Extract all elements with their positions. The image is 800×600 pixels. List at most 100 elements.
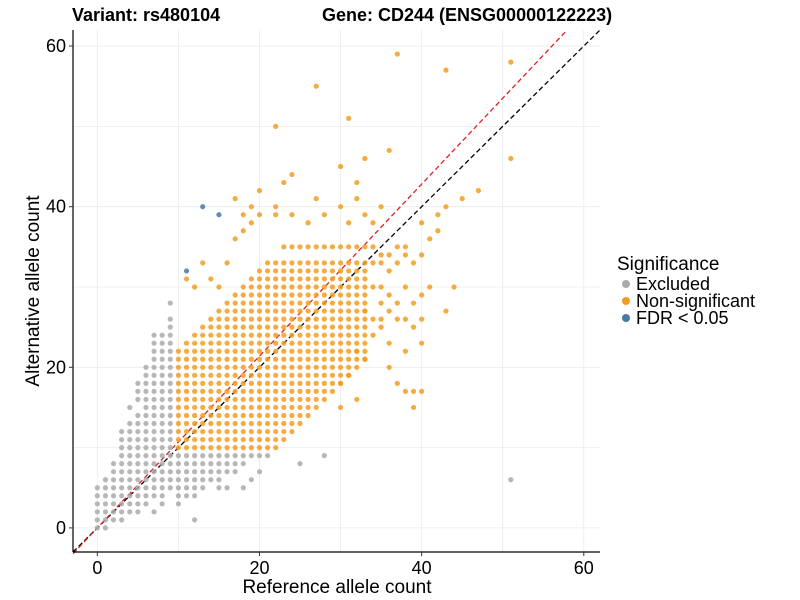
point-excluded [167, 348, 173, 354]
point-non-significant [183, 396, 190, 403]
point-excluded [143, 396, 149, 403]
legend-swatch-excluded [622, 280, 630, 288]
point-non-significant [337, 372, 344, 378]
point-non-significant [281, 388, 287, 394]
point-non-significant [224, 348, 230, 354]
point-non-significant [362, 268, 368, 274]
point-non-significant [216, 316, 222, 322]
point-non-significant [362, 276, 368, 282]
point-excluded [94, 501, 100, 507]
point-non-significant [264, 316, 271, 322]
point-non-significant [224, 420, 230, 427]
point-non-significant [240, 340, 246, 346]
point-non-significant [281, 276, 287, 282]
point-non-significant [200, 356, 206, 362]
point-non-significant [321, 380, 327, 386]
legend-label-excluded: Excluded [636, 274, 710, 294]
point-non-significant [313, 196, 319, 202]
point-non-significant [329, 380, 336, 386]
point-fdr-0-05 [216, 212, 222, 218]
point-non-significant [378, 204, 384, 210]
point-non-significant [419, 388, 425, 394]
point-excluded [151, 396, 157, 403]
point-non-significant [354, 340, 360, 346]
point-non-significant [200, 404, 206, 411]
point-excluded [159, 404, 165, 411]
point-excluded [159, 332, 165, 338]
point-non-significant [248, 356, 254, 362]
point-non-significant [232, 332, 238, 338]
point-non-significant [289, 372, 295, 378]
point-non-significant [208, 420, 214, 427]
point-non-significant [224, 372, 230, 378]
point-non-significant [346, 364, 352, 370]
point-non-significant [281, 396, 287, 403]
point-non-significant [313, 364, 319, 370]
point-non-significant [362, 316, 368, 322]
point-non-significant [216, 348, 222, 354]
point-non-significant [200, 396, 206, 403]
point-non-significant [305, 388, 311, 394]
point-non-significant [240, 364, 246, 370]
point-non-significant [273, 268, 279, 274]
point-excluded [151, 388, 157, 394]
point-non-significant [419, 220, 425, 226]
point-excluded [110, 493, 117, 499]
point-non-significant [427, 236, 433, 242]
point-non-significant [232, 292, 238, 298]
point-excluded [135, 477, 141, 483]
point-non-significant [402, 316, 409, 322]
x-tick-label: 0 [92, 558, 102, 578]
point-non-significant [232, 308, 238, 314]
point-non-significant [321, 372, 327, 378]
point-excluded [151, 445, 157, 451]
point-non-significant [297, 268, 303, 274]
point-non-significant [378, 300, 384, 306]
point-non-significant [256, 292, 263, 298]
point-non-significant [224, 364, 230, 370]
point-non-significant [256, 300, 263, 306]
point-non-significant [305, 324, 311, 330]
point-non-significant [224, 260, 230, 266]
point-non-significant [273, 364, 279, 370]
point-excluded [183, 485, 190, 491]
point-non-significant [281, 428, 287, 435]
point-non-significant [297, 372, 303, 378]
point-non-significant [256, 308, 263, 314]
point-excluded [159, 380, 165, 386]
point-non-significant [192, 428, 198, 435]
point-non-significant [183, 348, 190, 354]
point-non-significant [354, 284, 360, 290]
point-non-significant [192, 364, 198, 370]
point-excluded [200, 469, 206, 475]
point-non-significant [386, 292, 392, 298]
point-excluded [167, 364, 173, 370]
point-non-significant [289, 420, 295, 427]
point-non-significant [256, 348, 263, 354]
point-non-significant [256, 340, 263, 346]
legend-swatch-fdr [622, 314, 630, 322]
point-excluded [167, 324, 173, 330]
point-non-significant [273, 316, 279, 322]
point-excluded [224, 469, 230, 475]
point-non-significant [256, 356, 263, 362]
point-non-significant [305, 404, 311, 411]
point-non-significant [362, 292, 368, 298]
point-non-significant [394, 244, 400, 250]
point-non-significant [435, 212, 441, 218]
point-excluded [151, 436, 157, 443]
point-excluded [110, 469, 117, 475]
point-non-significant [313, 372, 319, 378]
point-excluded [143, 428, 149, 435]
point-non-significant [240, 284, 246, 290]
point-non-significant [264, 308, 271, 314]
point-non-significant [240, 436, 246, 443]
point-non-significant [248, 276, 254, 282]
point-non-significant [273, 420, 279, 427]
point-non-significant [216, 412, 222, 419]
point-non-significant [175, 428, 181, 435]
point-excluded [110, 485, 117, 491]
point-excluded [167, 461, 173, 467]
point-non-significant [240, 372, 246, 378]
